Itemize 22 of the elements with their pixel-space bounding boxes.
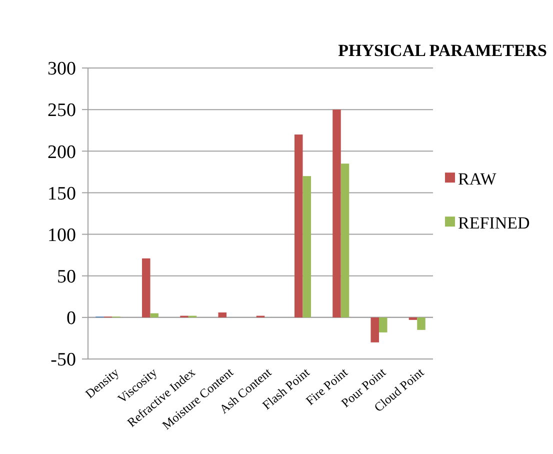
y-tick-label: 100 (48, 224, 76, 246)
bar (218, 312, 227, 318)
y-tick-label: -50 (50, 350, 76, 371)
chart-title: PHYSICAL PARAMETERS (338, 41, 547, 60)
legend-label: REFINED (458, 214, 530, 233)
legend-label: RAW (458, 170, 498, 189)
y-tick-label: 250 (48, 100, 76, 122)
bar (332, 110, 341, 318)
bar (150, 313, 159, 318)
bar (370, 317, 379, 342)
y-tick-label: 150 (48, 183, 76, 204)
y-tick-label: 50 (57, 266, 76, 288)
bar (340, 164, 350, 318)
y-tick-label: 200 (48, 142, 76, 163)
bar (408, 317, 418, 320)
bar (294, 134, 303, 318)
bar (417, 317, 426, 330)
bar (378, 317, 388, 332)
y-tick-label: 0 (66, 308, 76, 330)
bar (142, 258, 150, 318)
y-tick-label: 300 (48, 58, 76, 80)
bar (302, 176, 312, 318)
